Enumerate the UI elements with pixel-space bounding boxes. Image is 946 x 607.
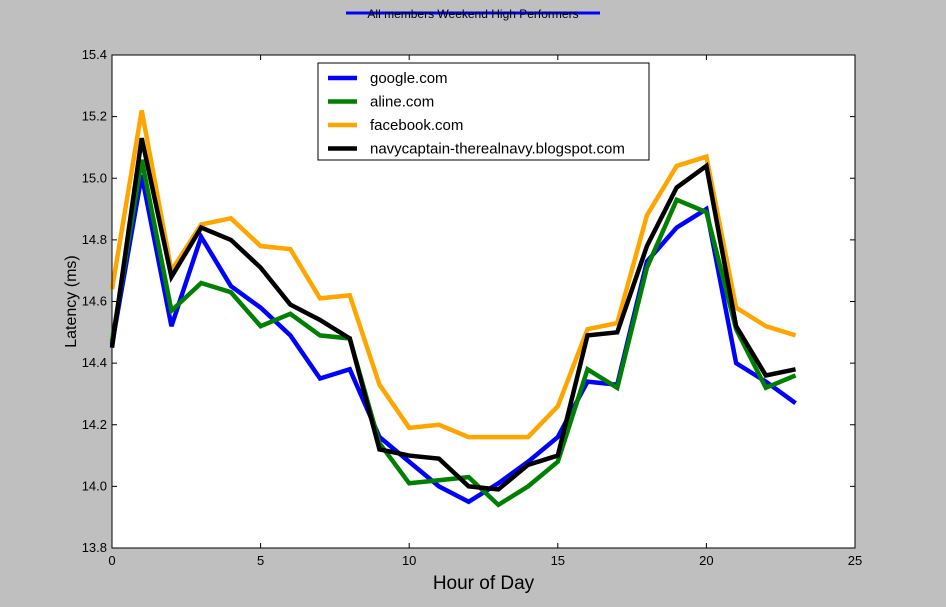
legend-label: google.com — [370, 70, 448, 87]
y-tick-label: 14.2 — [82, 417, 107, 432]
x-tick-label: 15 — [551, 553, 565, 568]
y-tick-label: 14.0 — [82, 478, 107, 493]
legend-label: navycaptain-therealnavy.blogspot.com — [370, 141, 625, 158]
y-tick-label: 15.2 — [82, 109, 107, 124]
series-line-0 — [109, 174, 797, 505]
x-tick-label: 5 — [257, 553, 264, 568]
legend-label: aline.com — [370, 94, 434, 111]
ticks-layer: 0 5 10 15 20 25 13.8 14.0 14.2 14.4 14.6 14.8 15.0 15… — [82, 47, 863, 568]
legend-box — [317, 62, 650, 161]
y-tick-label: 15.4 — [82, 47, 107, 62]
y-tick-label: 14.6 — [82, 294, 107, 309]
y-tick-label: 13.8 — [82, 540, 107, 555]
x-tick-label: 20 — [699, 553, 713, 568]
legend-label: facebook.com — [370, 117, 463, 134]
chart-title: All members Weekend High Performers — [346, 7, 600, 21]
x-tick-label: 25 — [848, 553, 862, 568]
series-line-1 — [109, 159, 797, 508]
series-layer — [109, 110, 797, 508]
legend: google.com aline.com facebook.com navycapta… — [317, 62, 650, 161]
y-tick-label: 14.4 — [82, 355, 107, 370]
y-axis-title: Latency (ms) — [63, 255, 80, 347]
chart-title-text: All members Weekend High Performers — [367, 7, 578, 21]
y-tick-label: 14.8 — [82, 232, 107, 247]
x-tick-label: 0 — [108, 553, 115, 568]
series-line-3 — [109, 137, 797, 492]
series-line-2 — [109, 110, 797, 440]
x-axis-title: Hour of Day — [433, 573, 535, 594]
x-tick-label: 10 — [402, 553, 416, 568]
y-tick-label: 15.0 — [82, 170, 107, 185]
